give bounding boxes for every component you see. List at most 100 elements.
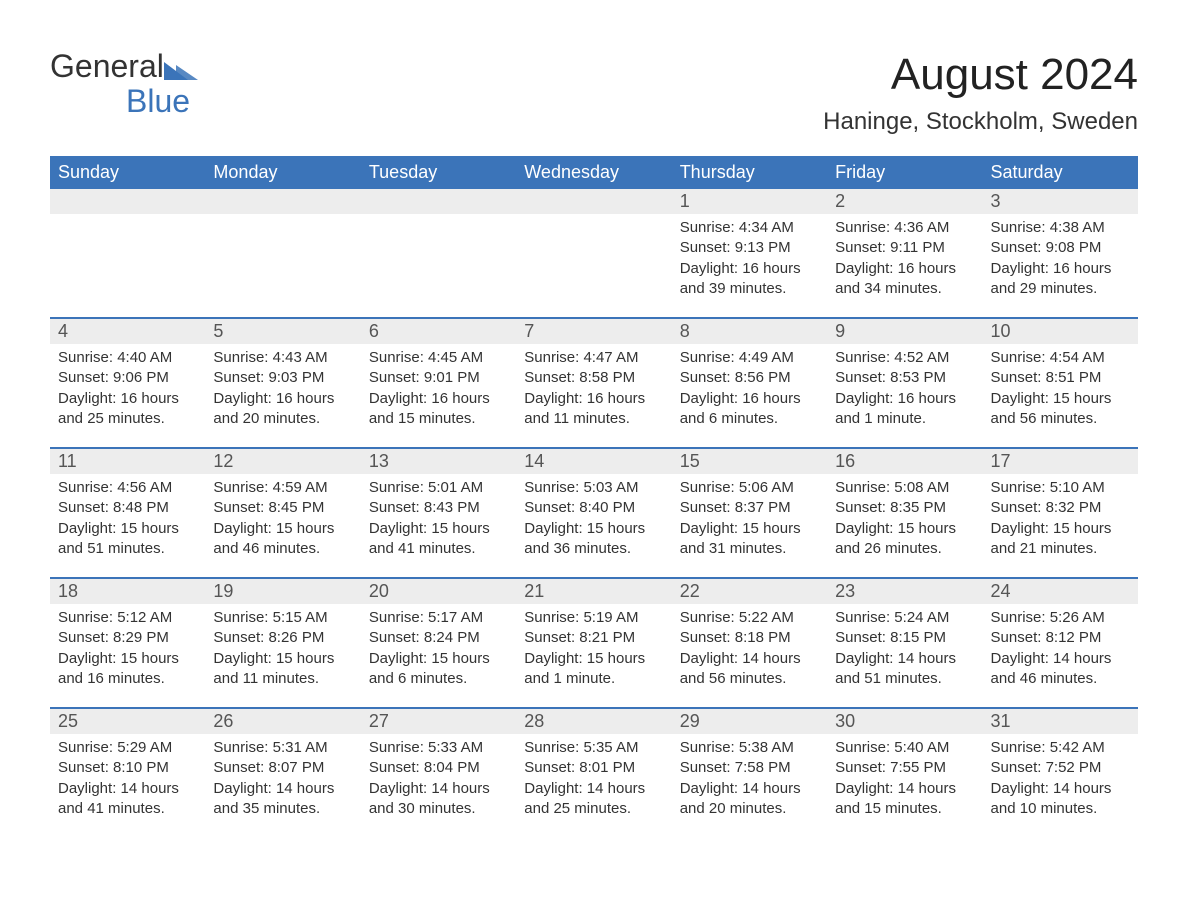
sunrise-text: Sunrise: 4:34 AM xyxy=(680,218,819,238)
page-title: August 2024 xyxy=(823,50,1138,100)
day-content: Sunrise: 4:38 AMSunset: 9:08 PMDaylight:… xyxy=(983,214,1138,303)
daylight-text: Daylight: 15 hours and 36 minutes. xyxy=(524,519,663,560)
weekday-header-cell: Friday xyxy=(827,156,982,189)
day-content: Sunrise: 5:01 AMSunset: 8:43 PMDaylight:… xyxy=(361,474,516,563)
sunset-text: Sunset: 8:29 PM xyxy=(58,628,197,648)
sunset-text: Sunset: 8:24 PM xyxy=(369,628,508,648)
day-content: Sunrise: 5:08 AMSunset: 8:35 PMDaylight:… xyxy=(827,474,982,563)
day-content: Sunrise: 5:35 AMSunset: 8:01 PMDaylight:… xyxy=(516,734,671,823)
daylight-text: Daylight: 14 hours and 51 minutes. xyxy=(835,649,974,690)
calendar-day: 22Sunrise: 5:22 AMSunset: 8:18 PMDayligh… xyxy=(672,579,827,707)
day-number: 31 xyxy=(983,709,1138,734)
calendar-day: 13Sunrise: 5:01 AMSunset: 8:43 PMDayligh… xyxy=(361,449,516,577)
daylight-text: Daylight: 16 hours and 29 minutes. xyxy=(991,259,1130,300)
sunset-text: Sunset: 8:32 PM xyxy=(991,498,1130,518)
sunrise-text: Sunrise: 4:47 AM xyxy=(524,348,663,368)
logo: General Blue xyxy=(50,50,198,117)
day-content: Sunrise: 5:31 AMSunset: 8:07 PMDaylight:… xyxy=(205,734,360,823)
daylight-text: Daylight: 15 hours and 41 minutes. xyxy=(369,519,508,560)
daylight-text: Daylight: 14 hours and 30 minutes. xyxy=(369,779,508,820)
logo-text-1: General xyxy=(50,48,164,84)
calendar-day: 20Sunrise: 5:17 AMSunset: 8:24 PMDayligh… xyxy=(361,579,516,707)
calendar-day: 5Sunrise: 4:43 AMSunset: 9:03 PMDaylight… xyxy=(205,319,360,447)
sunset-text: Sunset: 8:21 PM xyxy=(524,628,663,648)
day-number: 29 xyxy=(672,709,827,734)
day-content: Sunrise: 5:17 AMSunset: 8:24 PMDaylight:… xyxy=(361,604,516,693)
logo-text-2: Blue xyxy=(126,83,190,119)
day-number: 19 xyxy=(205,579,360,604)
sunrise-text: Sunrise: 5:38 AM xyxy=(680,738,819,758)
daylight-text: Daylight: 16 hours and 11 minutes. xyxy=(524,389,663,430)
sunrise-text: Sunrise: 5:29 AM xyxy=(58,738,197,758)
day-content: Sunrise: 5:03 AMSunset: 8:40 PMDaylight:… xyxy=(516,474,671,563)
calendar-week: 4Sunrise: 4:40 AMSunset: 9:06 PMDaylight… xyxy=(50,317,1138,447)
sunset-text: Sunset: 9:08 PM xyxy=(991,238,1130,258)
sunrise-text: Sunrise: 5:15 AM xyxy=(213,608,352,628)
sunset-text: Sunset: 8:18 PM xyxy=(680,628,819,648)
sunset-text: Sunset: 9:11 PM xyxy=(835,238,974,258)
day-content: Sunrise: 4:43 AMSunset: 9:03 PMDaylight:… xyxy=(205,344,360,433)
sunset-text: Sunset: 8:53 PM xyxy=(835,368,974,388)
sunrise-text: Sunrise: 5:01 AM xyxy=(369,478,508,498)
calendar-day: 26Sunrise: 5:31 AMSunset: 8:07 PMDayligh… xyxy=(205,709,360,837)
daylight-text: Daylight: 14 hours and 15 minutes. xyxy=(835,779,974,820)
title-block: August 2024 Haninge, Stockholm, Sweden xyxy=(823,50,1138,136)
calendar-day: 7Sunrise: 4:47 AMSunset: 8:58 PMDaylight… xyxy=(516,319,671,447)
day-number: 13 xyxy=(361,449,516,474)
sunset-text: Sunset: 8:04 PM xyxy=(369,758,508,778)
weekday-header-cell: Monday xyxy=(205,156,360,189)
day-number: 22 xyxy=(672,579,827,604)
sunset-text: Sunset: 8:12 PM xyxy=(991,628,1130,648)
daylight-text: Daylight: 14 hours and 41 minutes. xyxy=(58,779,197,820)
day-content: Sunrise: 4:56 AMSunset: 8:48 PMDaylight:… xyxy=(50,474,205,563)
day-content: Sunrise: 5:06 AMSunset: 8:37 PMDaylight:… xyxy=(672,474,827,563)
calendar-week: 1Sunrise: 4:34 AMSunset: 9:13 PMDaylight… xyxy=(50,189,1138,317)
sunrise-text: Sunrise: 5:22 AM xyxy=(680,608,819,628)
daylight-text: Daylight: 15 hours and 26 minutes. xyxy=(835,519,974,560)
calendar-day: 15Sunrise: 5:06 AMSunset: 8:37 PMDayligh… xyxy=(672,449,827,577)
sunset-text: Sunset: 7:58 PM xyxy=(680,758,819,778)
sunrise-text: Sunrise: 5:19 AM xyxy=(524,608,663,628)
calendar-day: 25Sunrise: 5:29 AMSunset: 8:10 PMDayligh… xyxy=(50,709,205,837)
day-number: 3 xyxy=(983,189,1138,214)
calendar-day: 12Sunrise: 4:59 AMSunset: 8:45 PMDayligh… xyxy=(205,449,360,577)
sunrise-text: Sunrise: 4:56 AM xyxy=(58,478,197,498)
sunrise-text: Sunrise: 5:33 AM xyxy=(369,738,508,758)
day-number: 21 xyxy=(516,579,671,604)
calendar-week: 11Sunrise: 4:56 AMSunset: 8:48 PMDayligh… xyxy=(50,447,1138,577)
calendar-day: 16Sunrise: 5:08 AMSunset: 8:35 PMDayligh… xyxy=(827,449,982,577)
logo-triangle-icon xyxy=(164,53,198,85)
sunset-text: Sunset: 8:35 PM xyxy=(835,498,974,518)
weekday-header-cell: Tuesday xyxy=(361,156,516,189)
day-number: 9 xyxy=(827,319,982,344)
daylight-text: Daylight: 15 hours and 56 minutes. xyxy=(991,389,1130,430)
day-number: 5 xyxy=(205,319,360,344)
daylight-text: Daylight: 14 hours and 35 minutes. xyxy=(213,779,352,820)
daylight-text: Daylight: 16 hours and 34 minutes. xyxy=(835,259,974,300)
day-content: Sunrise: 4:54 AMSunset: 8:51 PMDaylight:… xyxy=(983,344,1138,433)
daylight-text: Daylight: 15 hours and 1 minute. xyxy=(524,649,663,690)
day-number: 17 xyxy=(983,449,1138,474)
day-content: Sunrise: 4:59 AMSunset: 8:45 PMDaylight:… xyxy=(205,474,360,563)
sunset-text: Sunset: 8:56 PM xyxy=(680,368,819,388)
day-content: Sunrise: 4:52 AMSunset: 8:53 PMDaylight:… xyxy=(827,344,982,433)
calendar-day: 29Sunrise: 5:38 AMSunset: 7:58 PMDayligh… xyxy=(672,709,827,837)
calendar-day xyxy=(50,189,205,317)
sunset-text: Sunset: 7:55 PM xyxy=(835,758,974,778)
day-number xyxy=(205,189,360,214)
daylight-text: Daylight: 14 hours and 25 minutes. xyxy=(524,779,663,820)
sunrise-text: Sunrise: 5:26 AM xyxy=(991,608,1130,628)
weekday-header-cell: Saturday xyxy=(983,156,1138,189)
sunset-text: Sunset: 9:03 PM xyxy=(213,368,352,388)
calendar-weekday-header: SundayMondayTuesdayWednesdayThursdayFrid… xyxy=(50,156,1138,189)
calendar-day: 3Sunrise: 4:38 AMSunset: 9:08 PMDaylight… xyxy=(983,189,1138,317)
calendar-day: 17Sunrise: 5:10 AMSunset: 8:32 PMDayligh… xyxy=(983,449,1138,577)
day-number: 11 xyxy=(50,449,205,474)
day-content: Sunrise: 5:33 AMSunset: 8:04 PMDaylight:… xyxy=(361,734,516,823)
day-number xyxy=(361,189,516,214)
day-number: 8 xyxy=(672,319,827,344)
day-number: 30 xyxy=(827,709,982,734)
day-content: Sunrise: 5:29 AMSunset: 8:10 PMDaylight:… xyxy=(50,734,205,823)
calendar-body: 1Sunrise: 4:34 AMSunset: 9:13 PMDaylight… xyxy=(50,189,1138,837)
sunrise-text: Sunrise: 4:38 AM xyxy=(991,218,1130,238)
